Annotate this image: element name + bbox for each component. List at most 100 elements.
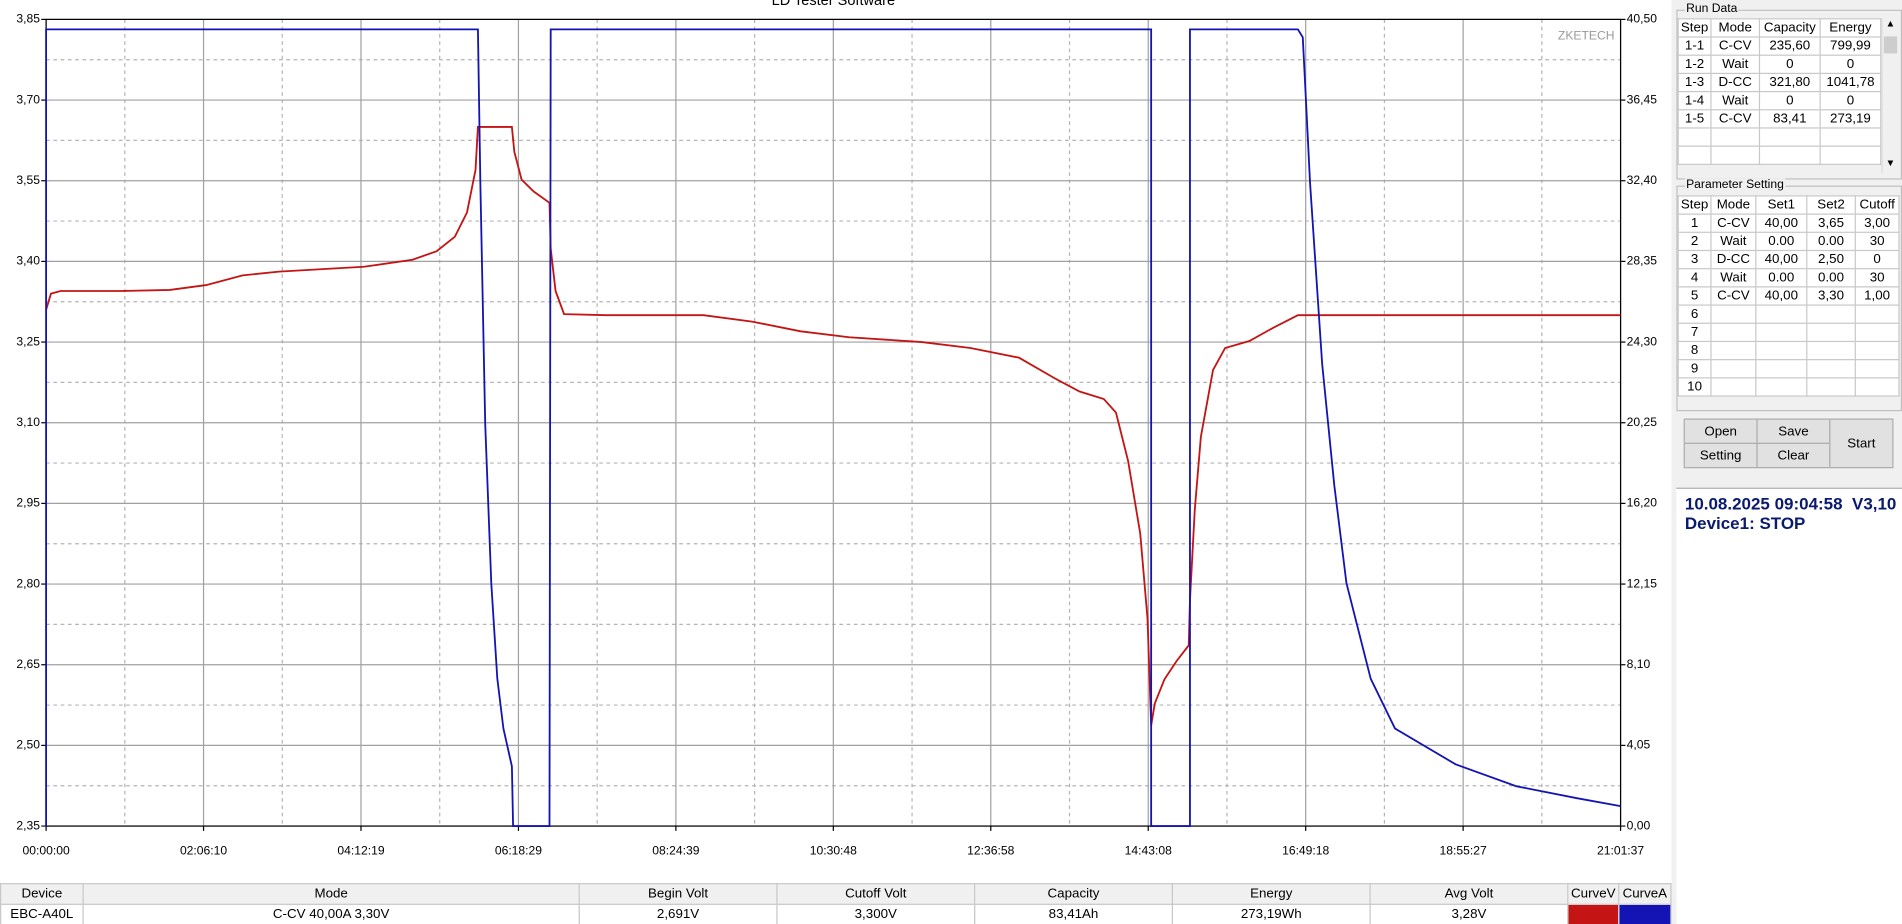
header-cell: Avg Volt [1369,883,1569,905]
table-row: 1-2 Wait 0 0 [1677,54,1882,74]
table-row [1677,127,1882,147]
header-cell: Mode [1710,195,1757,215]
run-data-group: Run Data [1676,2,1902,180]
table-cell: 0 [1819,54,1882,74]
table-cell [1806,359,1856,379]
legend-swatch[interactable] [1618,903,1672,924]
header-cell: Capacity [1758,18,1821,38]
table-row: 8 [1677,340,1900,361]
table-cell [1710,377,1757,397]
version: V3,10 [1852,493,1897,514]
table-cell [1755,359,1808,379]
open-button[interactable]: Open [1683,418,1758,444]
table-cell: Wait [1710,268,1757,288]
scroll-down[interactable]: ▼ [1885,157,1896,169]
summary-cell: EBC-A40L [0,903,84,924]
table-cell: 0 [1758,90,1821,111]
table-cell: Wait [1710,90,1761,111]
x-tick-label: 18:55:27 [1440,844,1487,858]
table-cell: 235,60 [1758,36,1821,56]
table-cell: D-CC [1710,249,1757,270]
table-cell: 40,00 [1755,286,1808,306]
table-cell: C-CV [1710,213,1757,233]
table-cell: 0.00 [1806,268,1856,288]
table-row [1677,145,1882,165]
y2-tick-label: 4,05 [1627,738,1651,752]
summary-cell: 3,300V [776,903,976,924]
scrollbar[interactable]: ▲ ▼ [1881,18,1900,174]
header-row: Device Mode Begin Volt Cutoff Volt Capacity E… [0,883,1672,905]
table-cell [1710,340,1757,361]
summary-cell: 83,41Ah [974,903,1173,924]
table-cell: 321,80 [1758,72,1821,93]
table-cell [1854,304,1900,324]
chart: LD Tester Software ZKETECH 3,85 3,70 3,55 3… [0,0,1672,884]
clear-button[interactable]: Clear [1756,442,1831,469]
y-tick-label: 2,35 [16,818,40,832]
y2-tick-label: 20,25 [1627,415,1658,429]
summary-table: Device Mode Begin Volt Cutoff Volt Capacity E… [0,883,1672,924]
status-panel: 10.08.2025 09:04:58 V3,10 Device1: STOP [1676,487,1902,924]
table-cell [1806,340,1856,361]
table-cell: 3,65 [1806,213,1856,233]
header-row: Step Mode Capacity Energy [1677,18,1882,38]
table-cell [1854,322,1900,343]
table-cell: 1 [1677,213,1712,233]
header-cell: Step [1677,18,1712,38]
table-row: 1 C-CV 40,00 3,65 3,00 [1677,213,1900,233]
table-cell: 1041,78 [1819,72,1882,93]
table-cell: 10 [1677,377,1712,397]
table-cell: 2,50 [1806,249,1856,270]
table-cell [1755,322,1808,343]
y-tick-label: 3,85 [16,12,40,26]
device-state: Device1: STOP [1684,513,1806,533]
header-cell: Device [0,883,84,905]
table-cell: D-CC [1710,72,1761,93]
table-cell [1819,127,1882,147]
header-cell: Capacity [974,883,1173,905]
table-cell: 1-4 [1677,90,1712,111]
status-line: 10.08.2025 09:04:58 V3,10 [1676,494,1902,513]
table-cell [1755,340,1808,361]
table-cell [1806,304,1856,324]
table-row: 1-1 C-CV 235,60 799,99 [1677,36,1882,56]
table-cell: 0.00 [1755,231,1808,252]
header-cell: Energy [1171,883,1371,905]
table-row: 5 C-CV 40,00 3,30 1,00 [1677,286,1900,306]
table-cell [1710,304,1757,324]
x-tick-label: 14:43:08 [1125,844,1172,858]
header-cell: Cutoff Volt [776,883,976,905]
table-cell [1854,340,1900,361]
header-cell: Cutoff [1854,195,1900,215]
table-cell [1755,304,1808,324]
y-tick-label: 3,40 [16,254,40,268]
setting-button[interactable]: Setting [1683,442,1758,469]
header-cell: Begin Volt [578,883,778,905]
table-row: 6 [1677,304,1900,324]
table-cell [1677,127,1712,147]
x-tick-label: 10:30:48 [810,844,857,858]
table-cell: 3 [1677,249,1712,270]
table-cell: 1,00 [1854,286,1900,306]
table-cell [1806,322,1856,343]
start-button[interactable]: Start [1829,418,1894,469]
table-row: 10 [1677,377,1900,397]
x-tick-label: 02:06:10 [180,844,227,858]
parameter-group: Parameter Setting [1676,178,1902,412]
x-tick-label: 04:12:19 [337,844,384,858]
table-row: 4 Wait 0.00 0.00 30 [1677,268,1900,288]
table-cell: C-CV [1710,109,1761,129]
table-cell: C-CV [1710,36,1761,56]
y2-tick-label: 8,10 [1627,657,1651,671]
scroll-up[interactable]: ▲ [1885,18,1896,30]
scroll-thumb[interactable] [1883,36,1898,54]
table-cell: 0 [1819,90,1882,111]
legend-swatch[interactable] [1567,903,1620,924]
save-button[interactable]: Save [1756,418,1831,444]
summary-cell: 2,691V [578,903,778,924]
table-cell: C-CV [1710,286,1757,306]
y-tick-label: 3,55 [16,173,40,187]
table-cell: 8 [1677,340,1712,361]
y-tick-label: 3,25 [16,334,40,348]
summary-row: EBC-A40L C-CV 40,00A 3,30V 2,691V 3,300V 83,… [0,903,1672,924]
